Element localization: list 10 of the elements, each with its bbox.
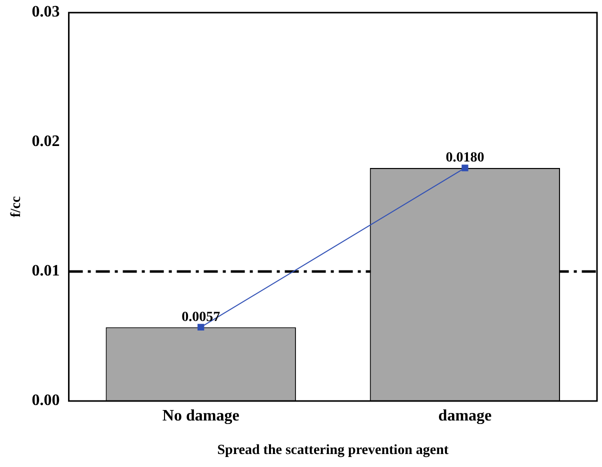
y-tick-label: 0.02 [32,133,60,150]
x-tick-label: No damage [162,408,240,425]
y-tick-label: 0.01 [32,262,60,280]
x-tick-label: damage [438,408,492,425]
x-axis-title: Spread the scattering prevention agent [217,443,449,458]
data-label: 0.0180 [446,150,484,166]
y-axis-title: f/cc [9,196,24,218]
data-label: 0.0057 [182,310,220,325]
y-tick-label: 0.00 [32,392,60,410]
y-tick-label: 0.03 [32,4,60,21]
